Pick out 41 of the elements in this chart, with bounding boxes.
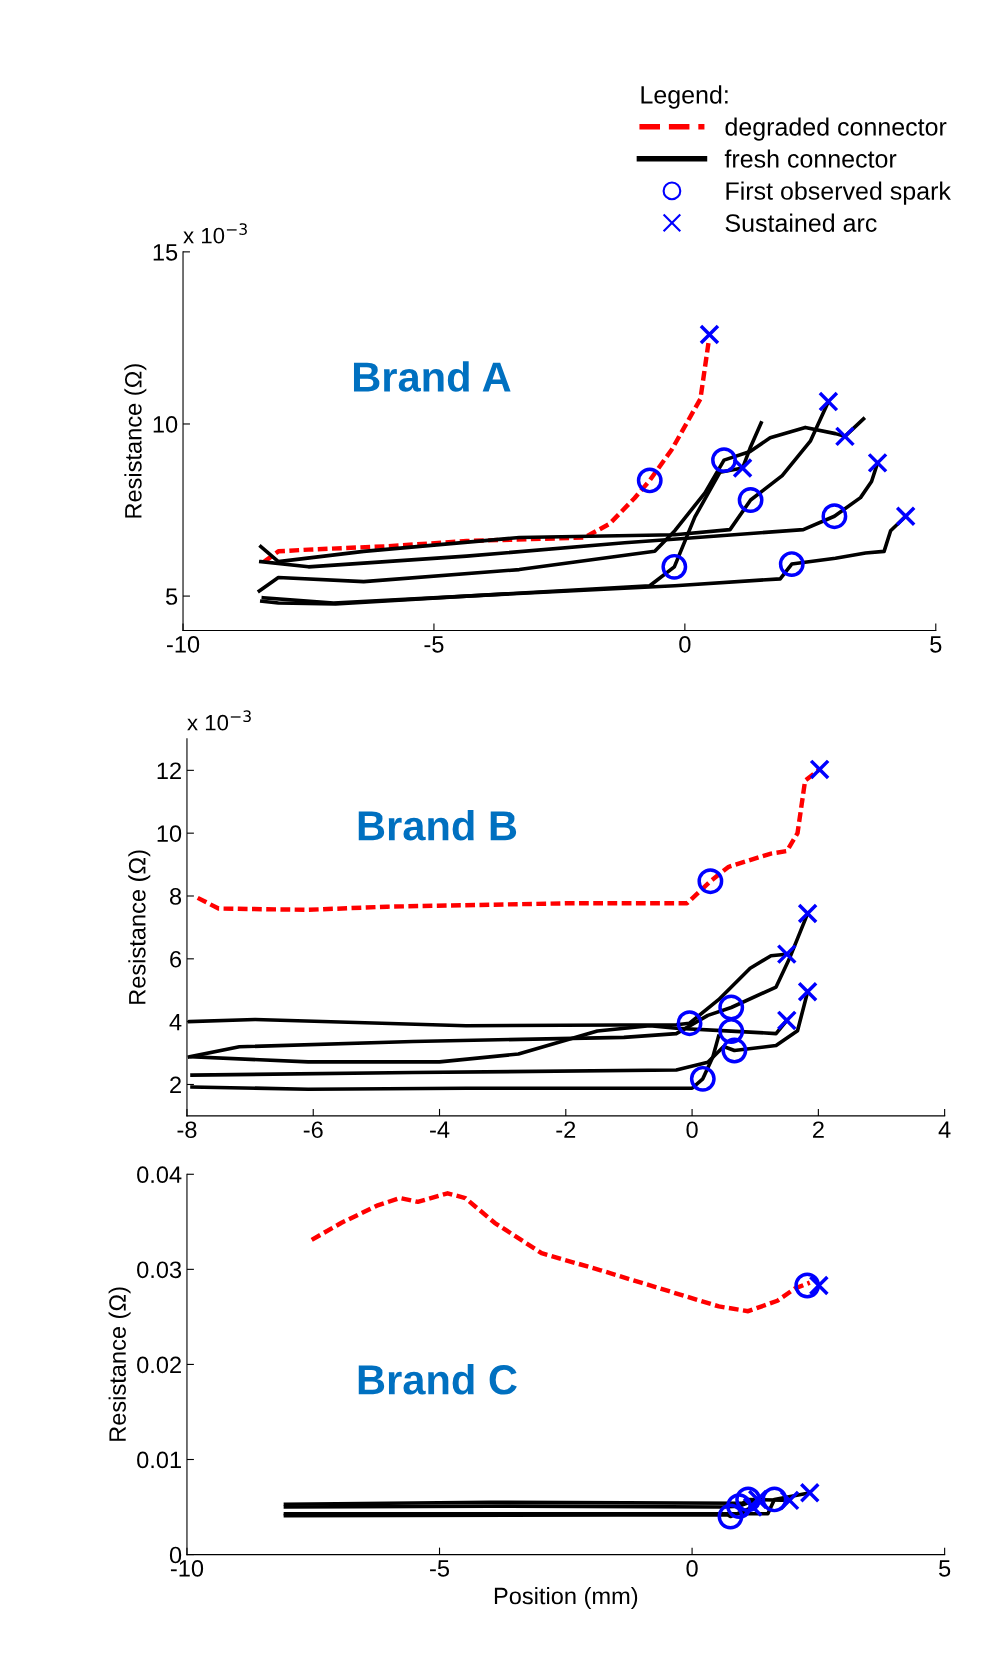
x-tick-label: -5 <box>430 1560 450 1577</box>
y-tick-label: 5 <box>165 588 178 605</box>
y-tick-label: 15 <box>153 244 178 261</box>
x-tick-label: -8 <box>177 1121 197 1139</box>
legend-label: Sustained arc <box>725 213 877 232</box>
text: x 10$^{−3}$ <box>183 223 247 244</box>
x-tick-label: 0 <box>686 1121 698 1139</box>
legend-label: fresh connector <box>724 149 897 168</box>
x-tick-label: 5 <box>939 1560 951 1577</box>
y-tick-label: 2 <box>170 1076 181 1094</box>
x-tick-label: 0 <box>686 1560 698 1577</box>
x-tick-label: -4 <box>430 1121 450 1138</box>
y-tick-label: 12 <box>157 762 181 779</box>
x-tick-label: 0 <box>679 635 691 653</box>
annotation: Brand A <box>353 361 511 392</box>
x-tick-label: 2 <box>812 1121 824 1138</box>
y-tick-label: 4 <box>169 1013 182 1031</box>
y-tick-label: 10 <box>153 416 178 433</box>
y-tick-label: 0.03 <box>137 1261 182 1279</box>
x-tick-label: 4 <box>938 1121 951 1138</box>
annotation: Brand B <box>358 809 517 841</box>
y-tick-label: 0.04 <box>137 1166 182 1184</box>
annotation: Brand C <box>358 1364 517 1395</box>
legend-title: Legend: <box>641 85 728 109</box>
x-axis-title: Position (mm) <box>494 1587 638 1609</box>
y-tick-label: 0.01 <box>137 1451 181 1469</box>
y-axis-title: Resistance (Ω) <box>128 850 151 1004</box>
x-tick-label: 5 <box>930 636 942 653</box>
y-tick-label: 6 <box>170 950 182 968</box>
y-tick-label: 8 <box>169 888 182 905</box>
text: x 10$^{−3}$ <box>187 710 251 731</box>
y-axis-title: Resistance (Ω) <box>124 364 147 518</box>
y-axis-title: Resistance (Ω) <box>108 1287 131 1441</box>
x-tick-label: -2 <box>556 1121 576 1138</box>
legend-label: First observed spark <box>726 181 951 205</box>
y-tick-label: 0.02 <box>137 1356 181 1374</box>
legend-label: degraded connector <box>725 117 947 141</box>
y-tick-label: 10 <box>157 825 182 842</box>
x-tick-label: -10 <box>167 635 200 653</box>
x-tick-label: -6 <box>303 1121 323 1139</box>
x-tick-label: -5 <box>424 636 444 653</box>
